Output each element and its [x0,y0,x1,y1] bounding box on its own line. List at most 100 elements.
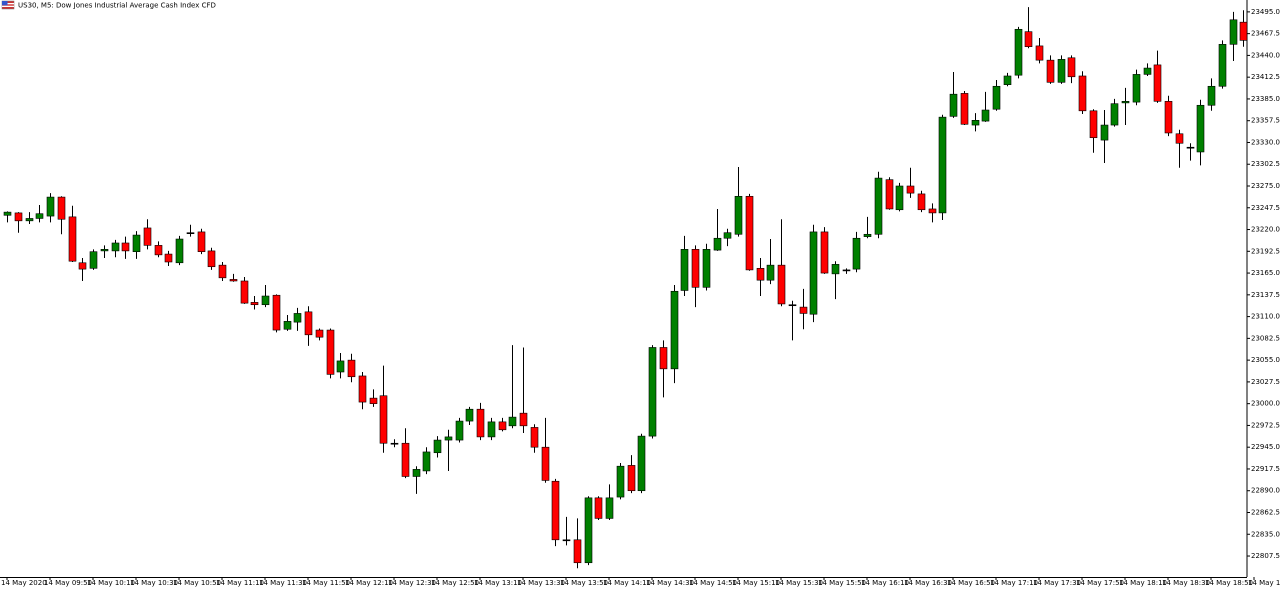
candle-body [1239,21,1248,41]
candle-body [745,195,754,271]
candle-body [433,439,442,454]
y-tick-label: 23412.5 [1251,73,1280,81]
candle-body [756,268,765,281]
candle-body [68,216,77,262]
candle-body [788,304,797,307]
candle-body [455,420,464,441]
candle-body [530,427,539,448]
candle-body [648,347,657,437]
candle-body [164,253,173,263]
candle-body [326,329,335,375]
candle-body [519,412,528,427]
x-tick-label: 14 May 11:30 [259,579,307,587]
candle-body [1067,57,1076,78]
y-tick-label: 23385.0 [1251,95,1280,103]
candle-body [1164,101,1173,134]
candle-body [1100,124,1109,141]
candle-body [412,469,421,477]
candle-body [702,249,711,288]
candle-body [1035,45,1044,61]
candle-body [713,237,722,251]
candle-body [315,329,324,338]
candle-body [1207,85,1216,106]
candle-body [89,251,98,269]
candle-body [240,280,249,304]
candle-body [680,249,689,291]
x-tick-label: 14 May 11:10 [216,579,264,587]
candle-body [422,451,431,472]
candle-body [691,249,700,288]
y-tick-label: 23055.0 [1251,356,1280,364]
x-tick-label: 14 May 16:10 [861,579,909,587]
candle-body [218,264,227,279]
candle-body [1132,74,1141,103]
candle-body [186,232,195,234]
x-tick-label: 14 May 12:50 [431,579,479,587]
candle-body [670,290,679,370]
candle-body [627,465,636,492]
candle-body [498,421,507,431]
candle-body [777,264,786,305]
candle-body [928,208,937,214]
y-tick-label: 23495.0 [1251,8,1280,16]
x-tick-label: 14 May 11:50 [302,579,350,587]
candle-body [562,539,571,542]
candle-body [250,302,259,306]
candle-body [874,177,883,235]
x-tick-label: 14 May 10:30 [130,579,178,587]
candle-body [831,264,840,275]
candle-body [14,212,23,222]
y-tick-label: 23357.5 [1251,117,1280,125]
candle-body [734,195,743,235]
candle-body [121,242,130,252]
x-tick-label: 14 May 15:10 [732,579,780,587]
candle-body [659,347,668,370]
candle-body [25,218,34,222]
candle-body [616,465,625,498]
y-tick-label: 23247.5 [1251,204,1280,212]
y-tick-label: 22807.5 [1251,552,1280,560]
candle-body [1218,44,1227,87]
candle-body [401,442,410,477]
x-tick-label: 14 May 17:10 [990,579,1038,587]
candle-body [1089,110,1098,139]
candle-body [154,245,163,256]
candle-body [1057,59,1066,83]
candle-body [938,116,947,214]
x-tick-label: 14 May 14:50 [689,579,737,587]
x-tick-label: 14 May 13:30 [517,579,565,587]
y-tick-label: 23220.0 [1251,226,1280,234]
candle-body [35,213,44,219]
candle-body [1186,146,1195,149]
candle-body [906,185,915,194]
x-tick-label: 14 May 10:10 [87,579,135,587]
candle-body [476,408,485,438]
candle-body [3,211,12,216]
candle-body [605,497,614,519]
x-tick-label: 14 May 18:30 [1162,579,1210,587]
candle-body [46,196,55,217]
y-tick-label: 23330.0 [1251,138,1280,146]
y-tick-label: 22862.5 [1251,508,1280,516]
candle-body [111,242,120,252]
x-tick-label: 14 May 12:10 [345,579,393,587]
candle-body [594,497,603,519]
candle-body [992,85,1001,110]
x-tick-label: 14 May 17:50 [1076,579,1124,587]
x-tick-label: 14 May 09:50 [44,579,92,587]
x-tick-label: 14 May 18:50 [1205,579,1253,587]
x-tick-label: 14 May 14:30 [646,579,694,587]
x-tick-label: 14 May 13:10 [474,579,522,587]
candle-body [1196,104,1205,153]
candle-body [336,360,345,373]
candle-body [1046,59,1055,83]
candle-body [637,435,646,492]
candle-body [820,231,829,274]
y-tick-label: 23027.5 [1251,378,1280,386]
candle-body [358,375,367,403]
x-tick-label: 14 May 18:10 [1119,579,1167,587]
candle-body [197,231,206,252]
candle-body [390,442,399,445]
candle-body [293,313,302,323]
x-tick-label: 14 May 14:10 [603,579,651,587]
